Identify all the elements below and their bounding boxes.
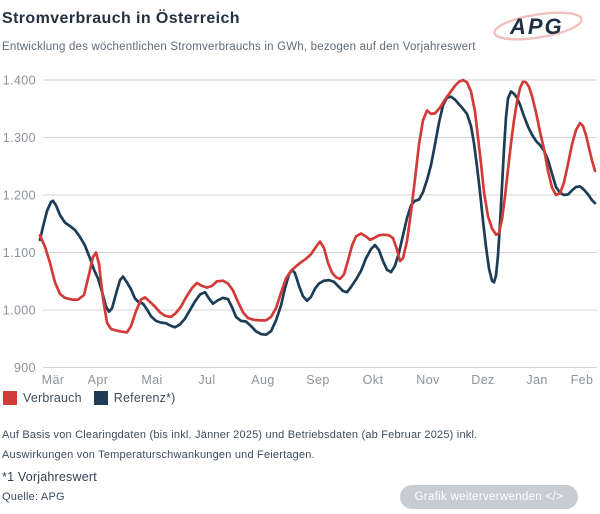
y-axis-tick-label: 1.000 bbox=[3, 304, 36, 318]
y-axis-tick-label: 1.400 bbox=[3, 74, 36, 88]
logo-wordmark: APG bbox=[509, 14, 564, 39]
referenz-swatch-icon bbox=[93, 391, 108, 405]
legend-label: Verbrauch bbox=[23, 391, 82, 405]
x-axis-tick-label: Jul bbox=[198, 373, 215, 387]
footnote-asterisk: *1 Vorjahreswert bbox=[2, 470, 97, 484]
y-axis-tick-label: 1.200 bbox=[3, 189, 36, 203]
x-axis-tick-label: Jan bbox=[526, 373, 547, 387]
series-line-referenz bbox=[38, 90, 597, 337]
footnote-basis-line1: Auf Basis von Clearingdaten (bis inkl. J… bbox=[2, 429, 478, 441]
footnote-basis-line2: Auswirkungen von Temperaturschwankungen … bbox=[2, 449, 315, 461]
y-axis-tick-label: 1.100 bbox=[3, 246, 36, 260]
apg-logo: APG bbox=[493, 11, 583, 41]
x-axis-tick-label: Mär bbox=[42, 373, 65, 387]
reuse-chart-button[interactable]: Grafik weiterverwenden </> bbox=[399, 485, 578, 509]
chart-legend: Verbrauch Referenz*) bbox=[3, 391, 176, 405]
x-axis-tick-label: Mai bbox=[141, 373, 162, 387]
x-axis-tick-label: Apr bbox=[88, 373, 109, 387]
x-axis-tick-label: Aug bbox=[251, 373, 274, 387]
x-axis-tick-label: Dez bbox=[471, 373, 494, 387]
x-axis-tick-label: Nov bbox=[416, 373, 440, 387]
legend-label: Referenz*) bbox=[113, 391, 176, 405]
x-axis-tick-label: Feb bbox=[571, 373, 594, 387]
x-axis-tick-label: Sep bbox=[306, 373, 329, 387]
line-chart: 900 1.000 1.100 1.200 1.300 1.400 Mär Apr Mai Jul… bbox=[3, 74, 597, 387]
source-note: Quelle: APG bbox=[2, 491, 65, 503]
y-axis-tick-label: 1.300 bbox=[3, 131, 36, 145]
legend-item-referenz[interactable]: Referenz*) bbox=[93, 391, 176, 405]
chart-subtitle: Entwicklung des wöchentlichen Stromverbr… bbox=[2, 41, 476, 53]
y-axis-tick-label: 900 bbox=[14, 361, 36, 375]
logo-swoosh bbox=[493, 11, 583, 41]
series-line-verbrauch bbox=[38, 78, 597, 334]
legend-item-verbrauch[interactable]: Verbrauch bbox=[3, 391, 82, 405]
page-title: Stromverbrauch in Österreich bbox=[2, 10, 240, 27]
x-axis-tick-label: Okt bbox=[363, 373, 384, 387]
verbrauch-swatch-icon bbox=[3, 391, 17, 405]
